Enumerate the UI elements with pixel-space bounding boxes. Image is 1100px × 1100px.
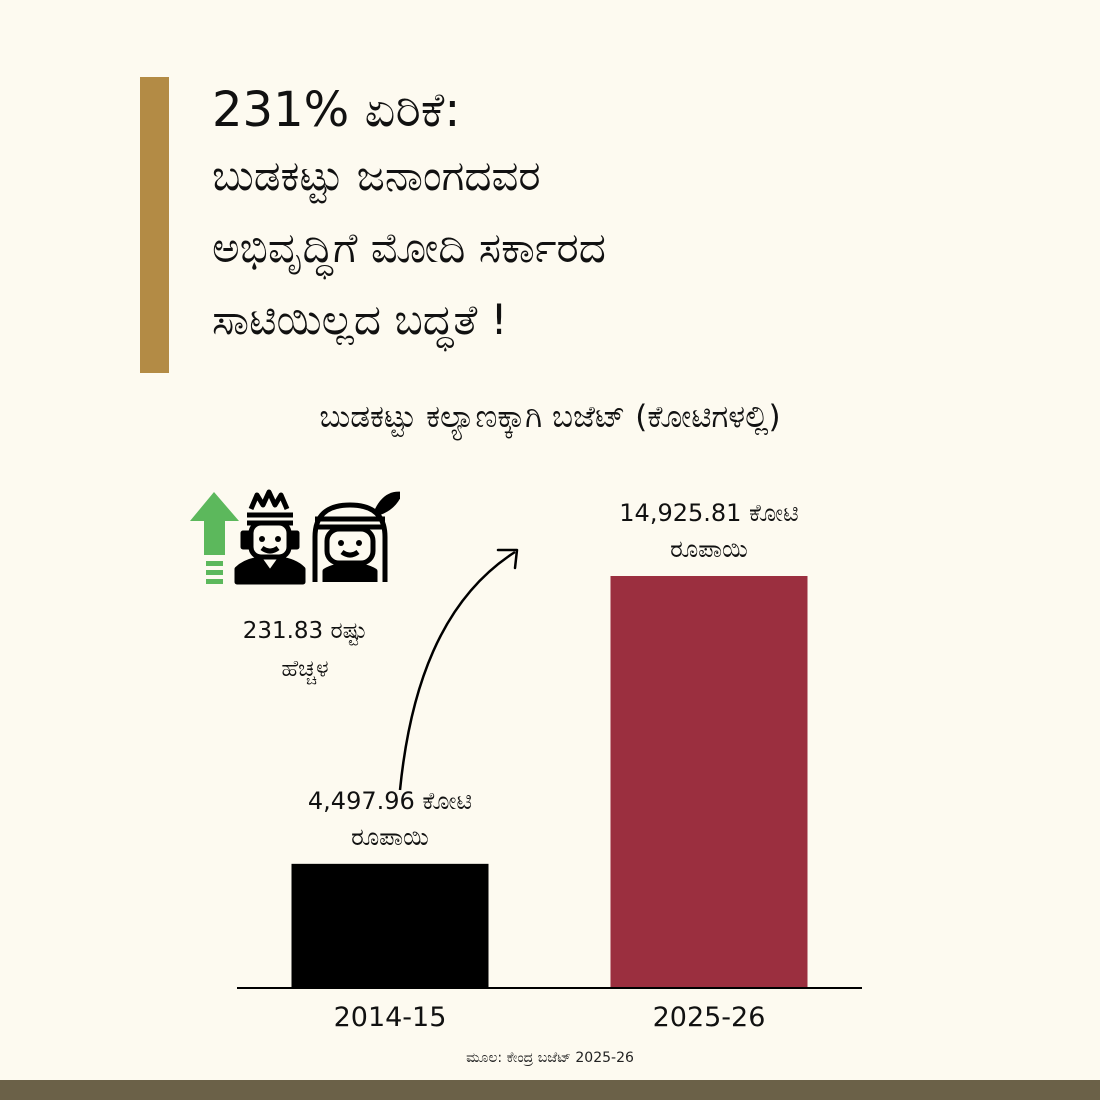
bottom-strip [0,1080,1100,1100]
chart-title: ಬುಡಕಟ್ಟು ಕಲ್ಯಾಣಕ್ಕಾಗಿ ಬಜೆಟ್ (ಕೋಟಿಗಳಲ್ಲಿ) [319,399,781,435]
headline-line-4: ಸಾಟಿಯಿಲ್ಲದ ಬದ್ಧತೆ ! [212,295,508,344]
bar-2014-15 [291,863,489,988]
icon-group [185,487,403,587]
increase-note-line-1: 231.83 ರಷ್ಟು [242,618,368,644]
increase-note-line-2: ಹೆಚ್ಚಳ [281,656,329,682]
tribal-people-icon [234,489,403,585]
accent-bar [140,77,169,373]
headline: 231% ಏರಿಕೆ: ಬುಡಕಟ್ಟು ಜನಾಂಗದವರ ಅಭಿವೃದ್ಧಿಗ… [212,80,1072,356]
headline-line-1: 231% ಏರಿಕೆ: [212,82,461,138]
data-label-2025-26-line-1: 14,925.81 ಕೋಟಿ [619,499,798,527]
data-label-2014-15-line-1: 4,497.96 ಕೋಟಿ [308,787,472,815]
x-tick-label-2025-26: 2025-26 [653,1002,766,1033]
growth-arrow-head [496,548,519,570]
data-label-2014-15-line-2: ರೂಪಾಯಿ [351,823,429,851]
growth-arrow [398,550,516,791]
headline-line-3: ಅಭಿವೃದ್ಧಿಗೆ ಮೋದಿ ಸರ್ಕಾರದ [212,223,606,272]
x-tick-label-2014-15: 2014-15 [334,1002,447,1033]
source-note: ಮೂಲ: ಕೇಂದ್ರ ಬಜೆಟ್ 2025-26 [466,1050,634,1066]
bar-2025-26 [610,576,808,988]
headline-line-2: ಬುಡಕಟ್ಟು ಜನಾಂಗದವರ [212,151,541,200]
increase-note: 231.83 ರಷ್ಟು ಹೆಚ್ಚಳ [215,612,395,688]
up-arrow-icon [190,492,239,584]
data-label-2025-26-line-2: ರೂಪಾಯಿ [670,535,748,563]
